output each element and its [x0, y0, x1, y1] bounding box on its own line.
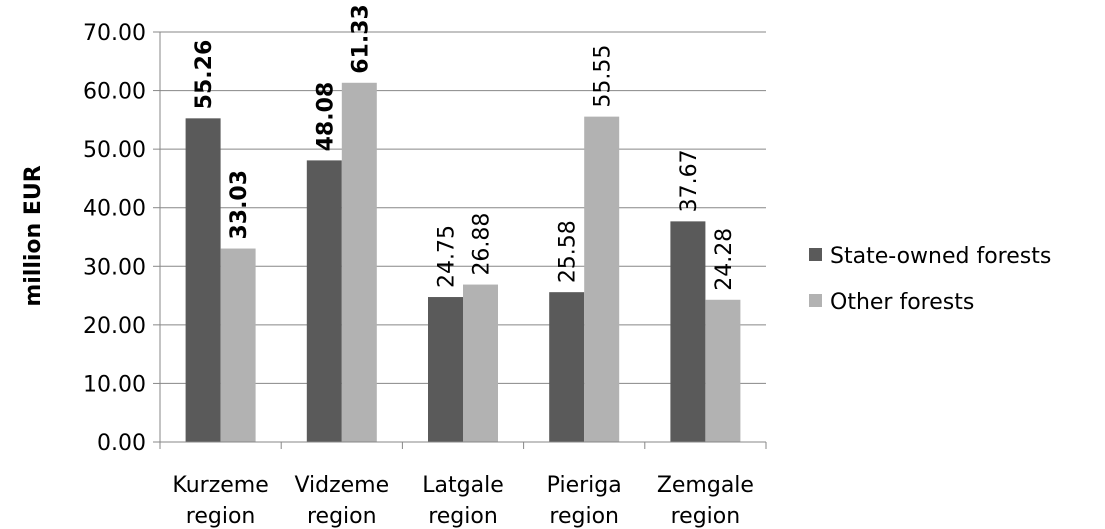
y-axis-label: million EUR	[21, 165, 46, 306]
data-label: 55.26	[192, 40, 217, 110]
y-tick-label: 30.00	[83, 255, 146, 280]
data-label: 24.75	[435, 225, 460, 288]
y-tick-label: 10.00	[83, 372, 146, 397]
y-axis: 0.00 10.00 20.00 30.00 40.00 50.00 60.00 70.00	[83, 21, 161, 456]
data-label: 61.33	[348, 4, 373, 74]
y-tick-label: 70.00	[83, 21, 146, 46]
bar-other-forests-4	[584, 116, 620, 442]
x-tick-label: Kurzeme region	[172, 473, 268, 529]
data-label: 25.58	[556, 220, 581, 283]
data-label: 26.88	[470, 213, 495, 276]
bar-state-owned-forests-2	[306, 160, 342, 443]
y-tick-label: 50.00	[83, 138, 146, 163]
bar-other-forests-2	[341, 82, 377, 442]
data-labels: 55.26 33.03 48.08 61.33 24.75 26.88 25.58 55.55…	[192, 4, 737, 291]
bar-other-forests-1	[220, 248, 256, 442]
data-label: 37.67	[677, 149, 702, 212]
x-tick-label: Zemgale region	[657, 473, 754, 529]
legend-label: Other forests	[830, 290, 974, 315]
legend-swatch	[809, 248, 822, 261]
bar-state-owned-forests-5	[670, 221, 706, 442]
y-tick-label: 0.00	[97, 431, 146, 456]
bar-other-forests-3	[463, 284, 498, 442]
y-tick-label: 40.00	[83, 197, 146, 222]
data-label: 48.08	[313, 82, 338, 152]
data-label: 33.03	[227, 170, 252, 240]
legend: State-owned forests Other forests	[809, 244, 1051, 315]
bar-state-owned-forests-4	[549, 292, 585, 442]
y-tick-label: 60.00	[83, 80, 146, 105]
y-tick-label: 20.00	[83, 314, 146, 339]
legend-label: State-owned forests	[830, 244, 1051, 269]
bar-state-owned-forests-3	[428, 297, 463, 442]
x-tick-label: Latgale region	[422, 473, 503, 529]
x-axis: Kurzeme region Vidzeme region Latgale region P…	[159, 441, 767, 529]
bar-state-owned-forests-1	[185, 118, 221, 442]
bars	[185, 82, 741, 443]
legend-swatch	[809, 294, 822, 307]
x-tick-label: Vidzeme region	[294, 473, 389, 529]
x-tick-label: Pieriga region	[547, 473, 622, 529]
bar-other-forests-5	[705, 299, 741, 442]
data-label: 55.55	[591, 45, 616, 108]
data-label: 24.28	[712, 228, 737, 291]
